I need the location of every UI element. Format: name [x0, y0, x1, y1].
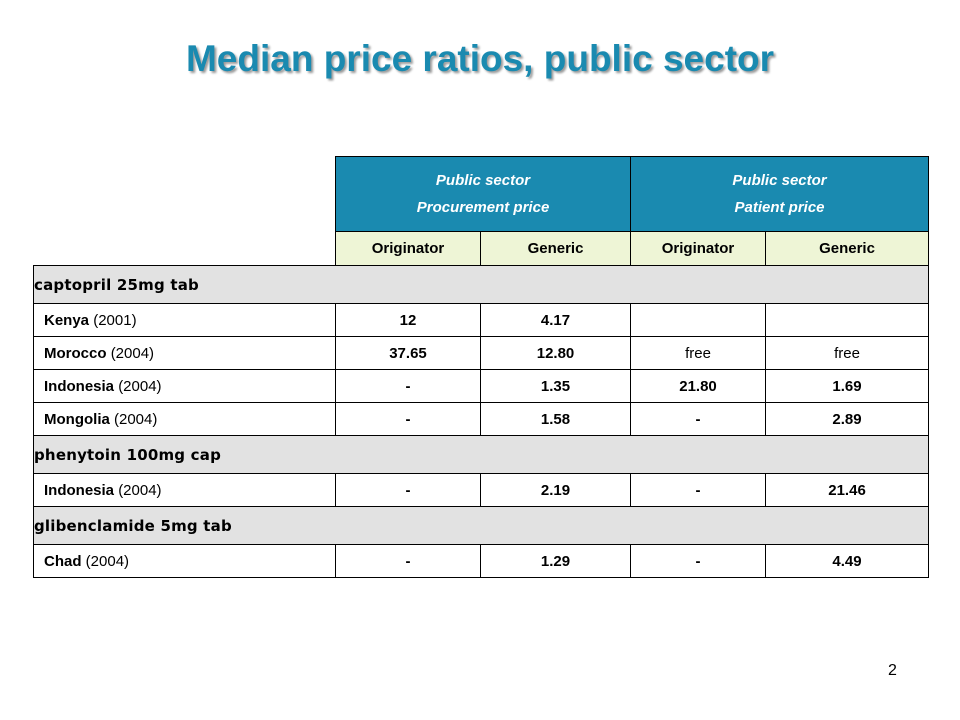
- group-header-line2: Procurement price: [416, 199, 550, 216]
- country-cell: Indonesia (2004): [33, 473, 336, 507]
- drug-name: captopril 25mg tab: [32, 265, 930, 304]
- slide-title: Median price ratios, public sector: [185, 38, 775, 79]
- table-row: Kenya (2001) 12 4.17: [33, 303, 930, 337]
- table-row: Chad (2004) -1.29-4.49: [33, 544, 930, 578]
- country-cell: Chad (2004): [33, 544, 336, 578]
- table-row: Mongolia (2004) -1.58-2.89: [33, 402, 930, 436]
- survey-year: (2004): [114, 410, 158, 428]
- value-cell: 2.89: [765, 402, 930, 436]
- page-number: 2: [888, 662, 897, 679]
- subheader-originator: Originator: [335, 231, 481, 266]
- value-cell: -: [630, 544, 767, 578]
- value-cell: 1.29: [479, 544, 632, 578]
- value-cell: 4.49: [765, 544, 930, 578]
- drug-name: glibenclamide 5mg tab: [32, 506, 930, 545]
- value-cell: 2.19: [479, 473, 632, 507]
- value-cell: free: [765, 336, 930, 370]
- value-cell: -: [335, 473, 481, 507]
- value-cell: -: [335, 544, 481, 578]
- value-cell: 21.80: [630, 369, 767, 403]
- survey-year: (2004): [85, 552, 130, 570]
- value-cell: free: [630, 336, 767, 370]
- value-cell: [765, 303, 930, 337]
- country-name: Chad: [44, 552, 82, 570]
- value-cell: 37.65: [335, 336, 481, 370]
- table-row: Indonesia (2004) -2.19-21.46: [33, 473, 930, 507]
- drug-section-row: phenytoin 100mg cap: [32, 435, 930, 474]
- drug-name: phenytoin 100mg cap: [32, 435, 930, 474]
- subheader-originator: Originator: [630, 231, 767, 266]
- country-cell: Mongolia (2004): [33, 402, 336, 436]
- drug-section-row: captopril 25mg tab: [32, 265, 930, 304]
- subheader-generic: Generic: [765, 231, 930, 266]
- value-cell: [630, 303, 767, 337]
- table-row: Morocco (2004) 37.65 12.80 free free: [33, 336, 930, 370]
- survey-year: (2004): [110, 344, 155, 362]
- country-name: Indonesia: [44, 377, 115, 395]
- table-body: captopril 25mg tab Kenya (2001) 12 4.17 Moro…: [32, 265, 930, 578]
- country-name: Mongolia: [44, 410, 110, 428]
- subheader-generic: Generic: [479, 231, 632, 266]
- patient-price-header: Public sector Patient price: [630, 156, 930, 232]
- survey-year: (2004): [118, 377, 162, 395]
- country-cell: Kenya (2001): [33, 303, 336, 337]
- value-cell: 12: [335, 303, 481, 337]
- country-name: Indonesia: [44, 481, 115, 499]
- price-ratio-table: Public sector Procurement price Public s…: [32, 156, 930, 578]
- survey-year: (2004): [118, 481, 162, 499]
- value-cell: -: [335, 369, 481, 403]
- country-cell: Indonesia (2004): [33, 369, 336, 403]
- sub-header-row: Originator Generic Originator Generic: [34, 231, 930, 266]
- group-header-line1: Public sector: [435, 172, 531, 189]
- value-cell: -: [630, 473, 767, 507]
- country-name: Kenya: [44, 311, 90, 329]
- survey-year: (2001): [93, 311, 137, 329]
- country-name: Morocco: [44, 344, 107, 362]
- country-cell: Morocco (2004): [33, 336, 336, 370]
- value-cell: 1.69: [765, 369, 930, 403]
- value-cell: -: [630, 402, 767, 436]
- group-header-row: Public sector Procurement price Public s…: [33, 156, 930, 266]
- procurement-price-header: Public sector Procurement price: [334, 156, 632, 232]
- value-cell: 21.46: [765, 473, 930, 507]
- value-cell: 1.58: [479, 402, 632, 436]
- group-header-line2: Patient price: [734, 199, 825, 216]
- value-cell: -: [335, 402, 481, 436]
- value-cell: 12.80: [479, 336, 632, 370]
- value-cell: 1.35: [479, 369, 632, 403]
- corner-cell: [33, 156, 336, 266]
- table-row: Indonesia (2004) -1.35 21.80 1.69: [33, 369, 930, 403]
- value-cell: 4.17: [479, 303, 632, 337]
- group-header-line1: Public sector: [732, 172, 827, 189]
- drug-section-row: glibenclamide 5mg tab: [32, 506, 930, 545]
